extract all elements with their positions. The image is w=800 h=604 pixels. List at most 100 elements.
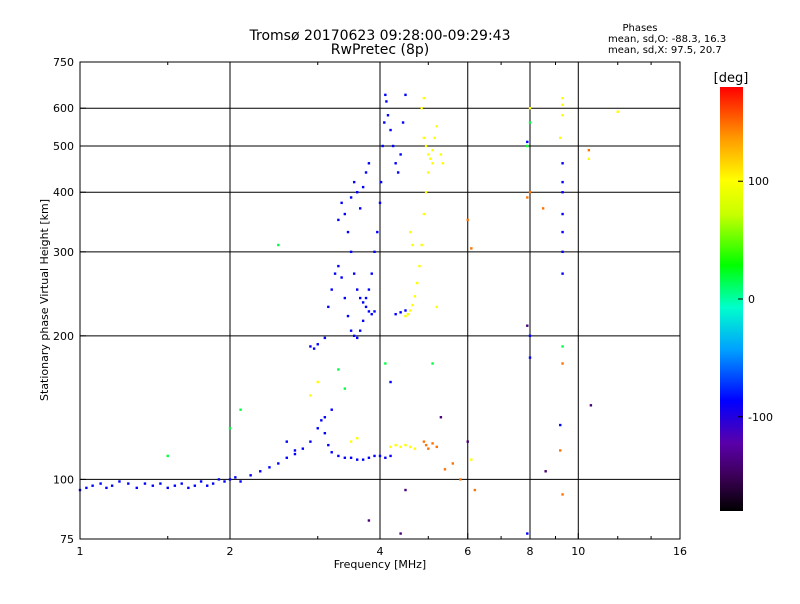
data-point bbox=[559, 423, 562, 427]
data-point bbox=[316, 343, 319, 346]
data-point bbox=[373, 454, 376, 458]
points-layer bbox=[78, 93, 619, 535]
colorbar-tick-label: 100 bbox=[748, 175, 769, 188]
data-point bbox=[127, 482, 130, 485]
stats-line-o: mean, sd,O: -88.3, 16.3 bbox=[608, 34, 726, 45]
data-point bbox=[561, 162, 564, 165]
y-tick-label: 100 bbox=[53, 473, 74, 486]
data-point bbox=[384, 456, 387, 459]
data-point bbox=[451, 462, 455, 465]
data-point bbox=[420, 243, 423, 247]
data-point bbox=[355, 458, 359, 461]
data-point bbox=[285, 440, 288, 443]
data-point bbox=[316, 427, 319, 430]
data-point bbox=[370, 312, 373, 316]
data-point bbox=[234, 476, 237, 479]
data-point bbox=[301, 447, 305, 450]
data-point bbox=[352, 272, 356, 275]
data-point bbox=[401, 121, 405, 124]
data-point bbox=[293, 449, 297, 452]
colorbar bbox=[720, 87, 743, 511]
data-point bbox=[427, 447, 430, 450]
data-point bbox=[427, 171, 430, 174]
data-point bbox=[561, 96, 564, 100]
data-point bbox=[435, 305, 438, 309]
data-point bbox=[358, 296, 362, 300]
y-tick-label: 750 bbox=[53, 56, 74, 69]
x-tick-label: 10 bbox=[571, 545, 585, 558]
data-point bbox=[431, 362, 434, 365]
data-point bbox=[323, 336, 327, 340]
data-point bbox=[370, 272, 373, 275]
y-tick-label: 600 bbox=[53, 102, 74, 115]
data-point bbox=[312, 347, 316, 350]
data-point bbox=[409, 309, 412, 312]
data-point bbox=[376, 230, 379, 234]
data-point bbox=[349, 456, 353, 459]
data-point bbox=[616, 110, 619, 113]
data-point bbox=[340, 201, 343, 205]
data-point bbox=[528, 191, 532, 194]
data-point bbox=[349, 440, 353, 443]
chart-title: Tromsø 20170623 09:28:00-09:29:43 bbox=[249, 28, 511, 44]
data-point bbox=[404, 443, 407, 447]
data-point bbox=[561, 191, 564, 194]
data-point bbox=[422, 212, 426, 216]
data-point bbox=[404, 314, 407, 318]
data-point bbox=[399, 153, 402, 156]
data-point bbox=[358, 329, 362, 332]
y-tick-label: 75 bbox=[60, 533, 74, 546]
data-point bbox=[399, 532, 402, 535]
data-point bbox=[239, 480, 242, 483]
data-point bbox=[268, 466, 271, 469]
data-point bbox=[166, 486, 169, 490]
data-point bbox=[399, 311, 402, 314]
data-point bbox=[396, 171, 400, 174]
data-point bbox=[228, 478, 232, 481]
data-point bbox=[394, 162, 397, 165]
data-point bbox=[427, 153, 430, 156]
data-point bbox=[541, 207, 545, 210]
data-point bbox=[223, 480, 226, 483]
data-point bbox=[409, 230, 412, 234]
data-point bbox=[309, 440, 312, 443]
data-point bbox=[459, 478, 462, 481]
data-point bbox=[415, 281, 419, 285]
data-point bbox=[337, 454, 340, 458]
data-point bbox=[309, 394, 312, 397]
data-point bbox=[199, 480, 203, 483]
data-point bbox=[355, 336, 359, 340]
data-point bbox=[330, 288, 333, 291]
data-point bbox=[404, 488, 407, 492]
data-point bbox=[526, 532, 529, 535]
data-point bbox=[180, 482, 183, 485]
data-point bbox=[343, 456, 347, 459]
data-point bbox=[422, 136, 426, 140]
data-point bbox=[277, 243, 280, 247]
data-point bbox=[285, 456, 288, 459]
data-point bbox=[439, 153, 443, 156]
data-point bbox=[151, 484, 155, 487]
data-point bbox=[435, 445, 438, 449]
data-point bbox=[561, 362, 564, 365]
data-point bbox=[343, 387, 347, 390]
data-point bbox=[466, 440, 469, 443]
data-point bbox=[330, 451, 333, 454]
data-point bbox=[384, 362, 387, 365]
data-point bbox=[343, 296, 347, 300]
data-point bbox=[409, 445, 412, 449]
data-point bbox=[343, 212, 347, 216]
data-point bbox=[346, 314, 350, 318]
data-point bbox=[424, 191, 428, 194]
data-point bbox=[249, 474, 252, 477]
data-point bbox=[470, 247, 473, 250]
data-point bbox=[355, 437, 359, 440]
data-point bbox=[367, 456, 371, 459]
data-point bbox=[352, 334, 356, 338]
data-point bbox=[346, 230, 350, 234]
data-point bbox=[439, 416, 443, 419]
data-point bbox=[361, 319, 365, 323]
data-point bbox=[394, 443, 397, 447]
